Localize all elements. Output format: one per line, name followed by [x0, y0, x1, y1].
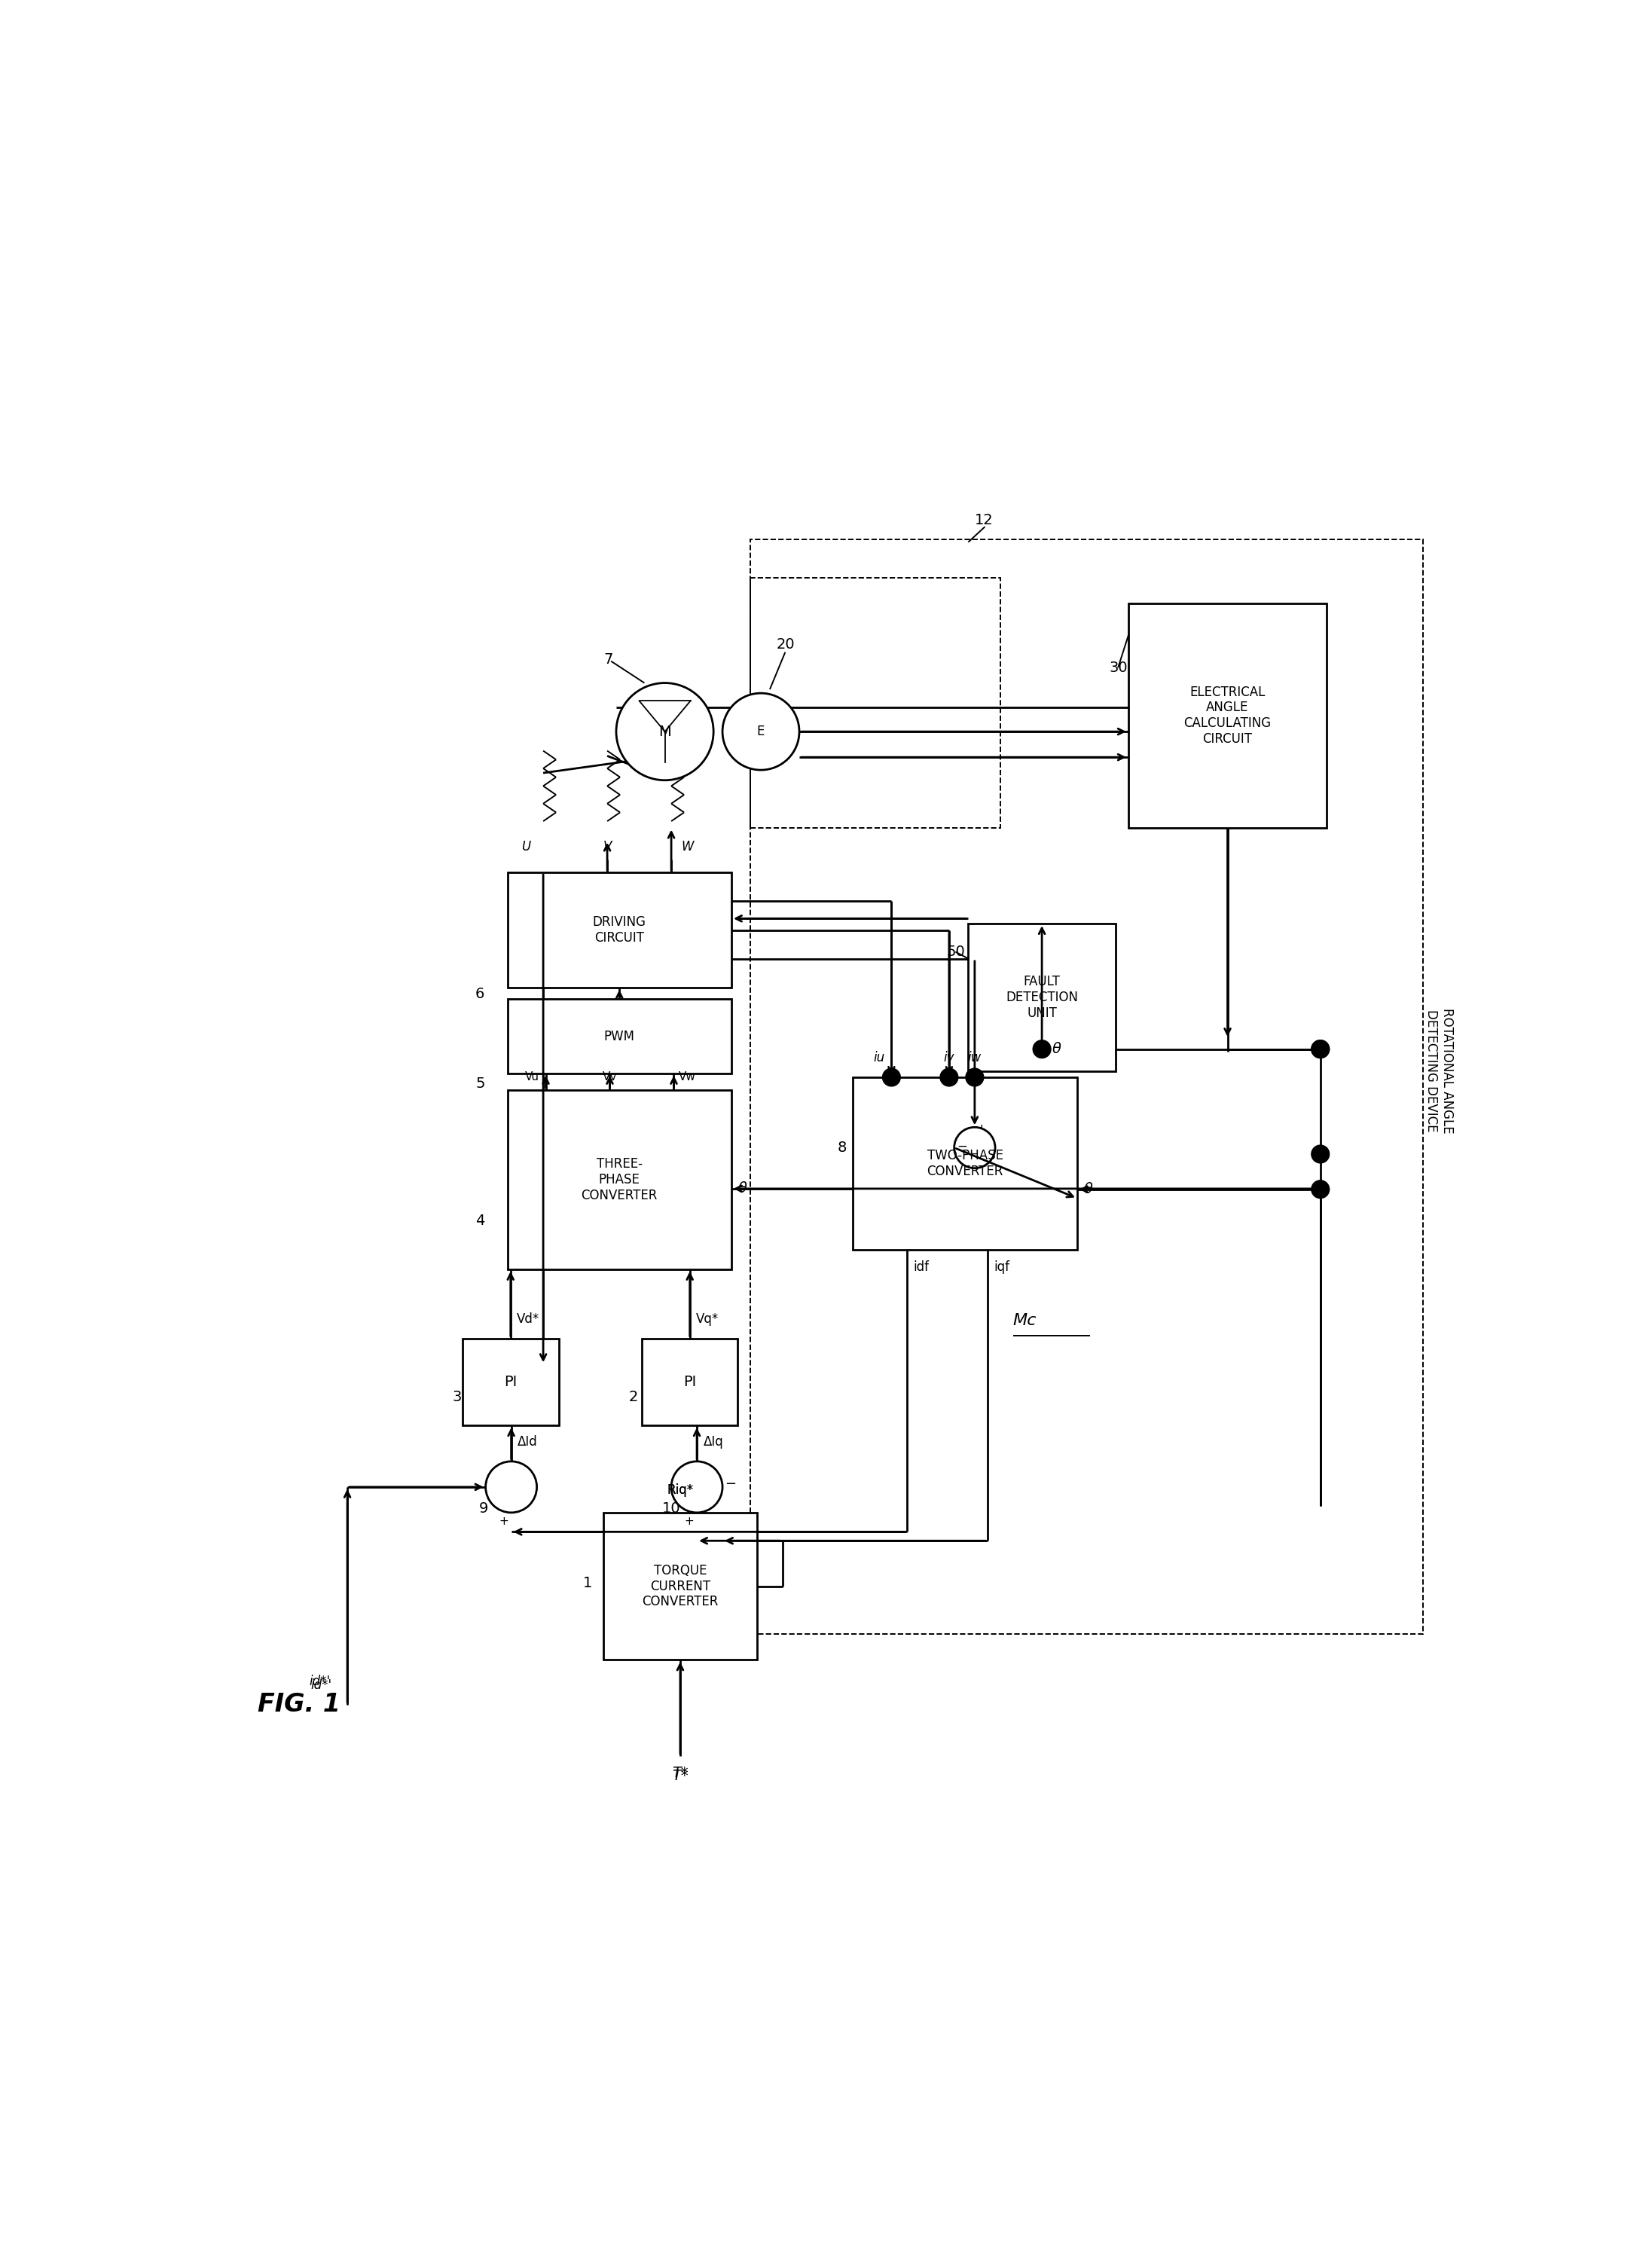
Text: E: E [757, 725, 765, 739]
Text: 20: 20 [776, 637, 795, 651]
Circle shape [671, 1462, 722, 1512]
Text: M: M [659, 725, 671, 739]
Text: Riq*: Riq* [667, 1483, 694, 1496]
Bar [463, 1338, 558, 1426]
Text: idf: idf [914, 1261, 928, 1275]
Circle shape [1312, 1040, 1330, 1058]
Text: T*: T* [672, 1770, 689, 1783]
Text: +: + [499, 1516, 509, 1528]
Circle shape [1032, 1040, 1051, 1058]
Text: V: V [603, 841, 611, 854]
Bar [507, 872, 732, 988]
Text: id*': id*' [309, 1675, 330, 1688]
Text: θ: θ [1084, 1182, 1092, 1196]
Text: θ: θ [738, 1182, 747, 1196]
Text: Vd*: Vd* [517, 1313, 540, 1327]
Text: 5: 5 [476, 1076, 484, 1092]
Text: Mc: Mc [1013, 1313, 1037, 1329]
Text: TWO-PHASE
CONVERTER: TWO-PHASE CONVERTER [927, 1148, 1003, 1177]
Circle shape [940, 1069, 958, 1087]
Bar [507, 999, 732, 1074]
Circle shape [1312, 1040, 1330, 1058]
Text: T*: T* [672, 1765, 689, 1781]
Text: 30: 30 [1108, 660, 1128, 676]
Text: θ: θ [1052, 1042, 1061, 1055]
Text: ': ' [980, 1123, 983, 1137]
Text: PWM: PWM [605, 1031, 634, 1044]
Text: 8: 8 [838, 1141, 847, 1155]
Text: ELECTRICAL
ANGLE
CALCULATING
CIRCUIT: ELECTRICAL ANGLE CALCULATING CIRCUIT [1184, 685, 1272, 746]
Text: +: + [684, 1516, 694, 1528]
Text: 50: 50 [947, 945, 965, 958]
Circle shape [1312, 1146, 1330, 1164]
Text: Vw: Vw [679, 1071, 695, 1083]
Text: THREE-
PHASE
CONVERTER: THREE- PHASE CONVERTER [582, 1157, 657, 1202]
Text: DRIVING
CIRCUIT: DRIVING CIRCUIT [593, 915, 646, 945]
Text: 12: 12 [975, 513, 993, 527]
Text: 10: 10 [662, 1501, 681, 1516]
Circle shape [722, 694, 800, 771]
Text: ΔId: ΔId [517, 1435, 539, 1449]
Text: TORQUE
CURRENT
CONVERTER: TORQUE CURRENT CONVERTER [643, 1564, 719, 1609]
Text: 2: 2 [629, 1390, 638, 1403]
Text: 1: 1 [583, 1575, 591, 1591]
Text: 3: 3 [453, 1390, 461, 1403]
Bar [750, 579, 999, 827]
Text: iu: iu [874, 1051, 885, 1064]
Bar [507, 1089, 732, 1270]
Bar [1128, 603, 1327, 827]
Text: iv: iv [943, 1051, 955, 1064]
Circle shape [882, 1069, 900, 1087]
Circle shape [966, 1069, 983, 1087]
Circle shape [616, 683, 714, 780]
Text: id*': id*' [311, 1679, 332, 1693]
Text: −: − [957, 1139, 966, 1153]
Text: Riq*: Riq* [667, 1483, 694, 1496]
Text: ROTATIONAL ANGLE
DETECTING DEVICE: ROTATIONAL ANGLE DETECTING DEVICE [1424, 1008, 1454, 1135]
Text: FAULT
DETECTION
UNIT: FAULT DETECTION UNIT [1006, 974, 1079, 1019]
Text: PI: PI [684, 1374, 695, 1390]
Text: iw: iw [968, 1051, 981, 1064]
Text: 9: 9 [479, 1501, 489, 1516]
Bar [641, 1338, 738, 1426]
Text: FIG. 1: FIG. 1 [258, 1693, 340, 1718]
Text: PI: PI [504, 1374, 517, 1390]
Bar [852, 1078, 1077, 1250]
Bar [750, 540, 1422, 1634]
Text: Vv: Vv [603, 1071, 618, 1083]
Bar [968, 924, 1115, 1071]
Text: Vq*: Vq* [695, 1313, 719, 1327]
Bar [603, 1512, 757, 1659]
Circle shape [486, 1462, 537, 1512]
Text: 4: 4 [476, 1214, 484, 1227]
Circle shape [955, 1128, 995, 1168]
Text: ΔIq: ΔIq [704, 1435, 724, 1449]
Circle shape [1312, 1180, 1330, 1198]
Text: Vu: Vu [525, 1071, 539, 1083]
Text: 7: 7 [603, 653, 613, 667]
Text: U: U [522, 841, 530, 854]
Text: 6: 6 [476, 988, 484, 1001]
Text: iqf: iqf [995, 1261, 1009, 1275]
Text: −: − [725, 1478, 735, 1492]
Text: W: W [682, 841, 694, 854]
